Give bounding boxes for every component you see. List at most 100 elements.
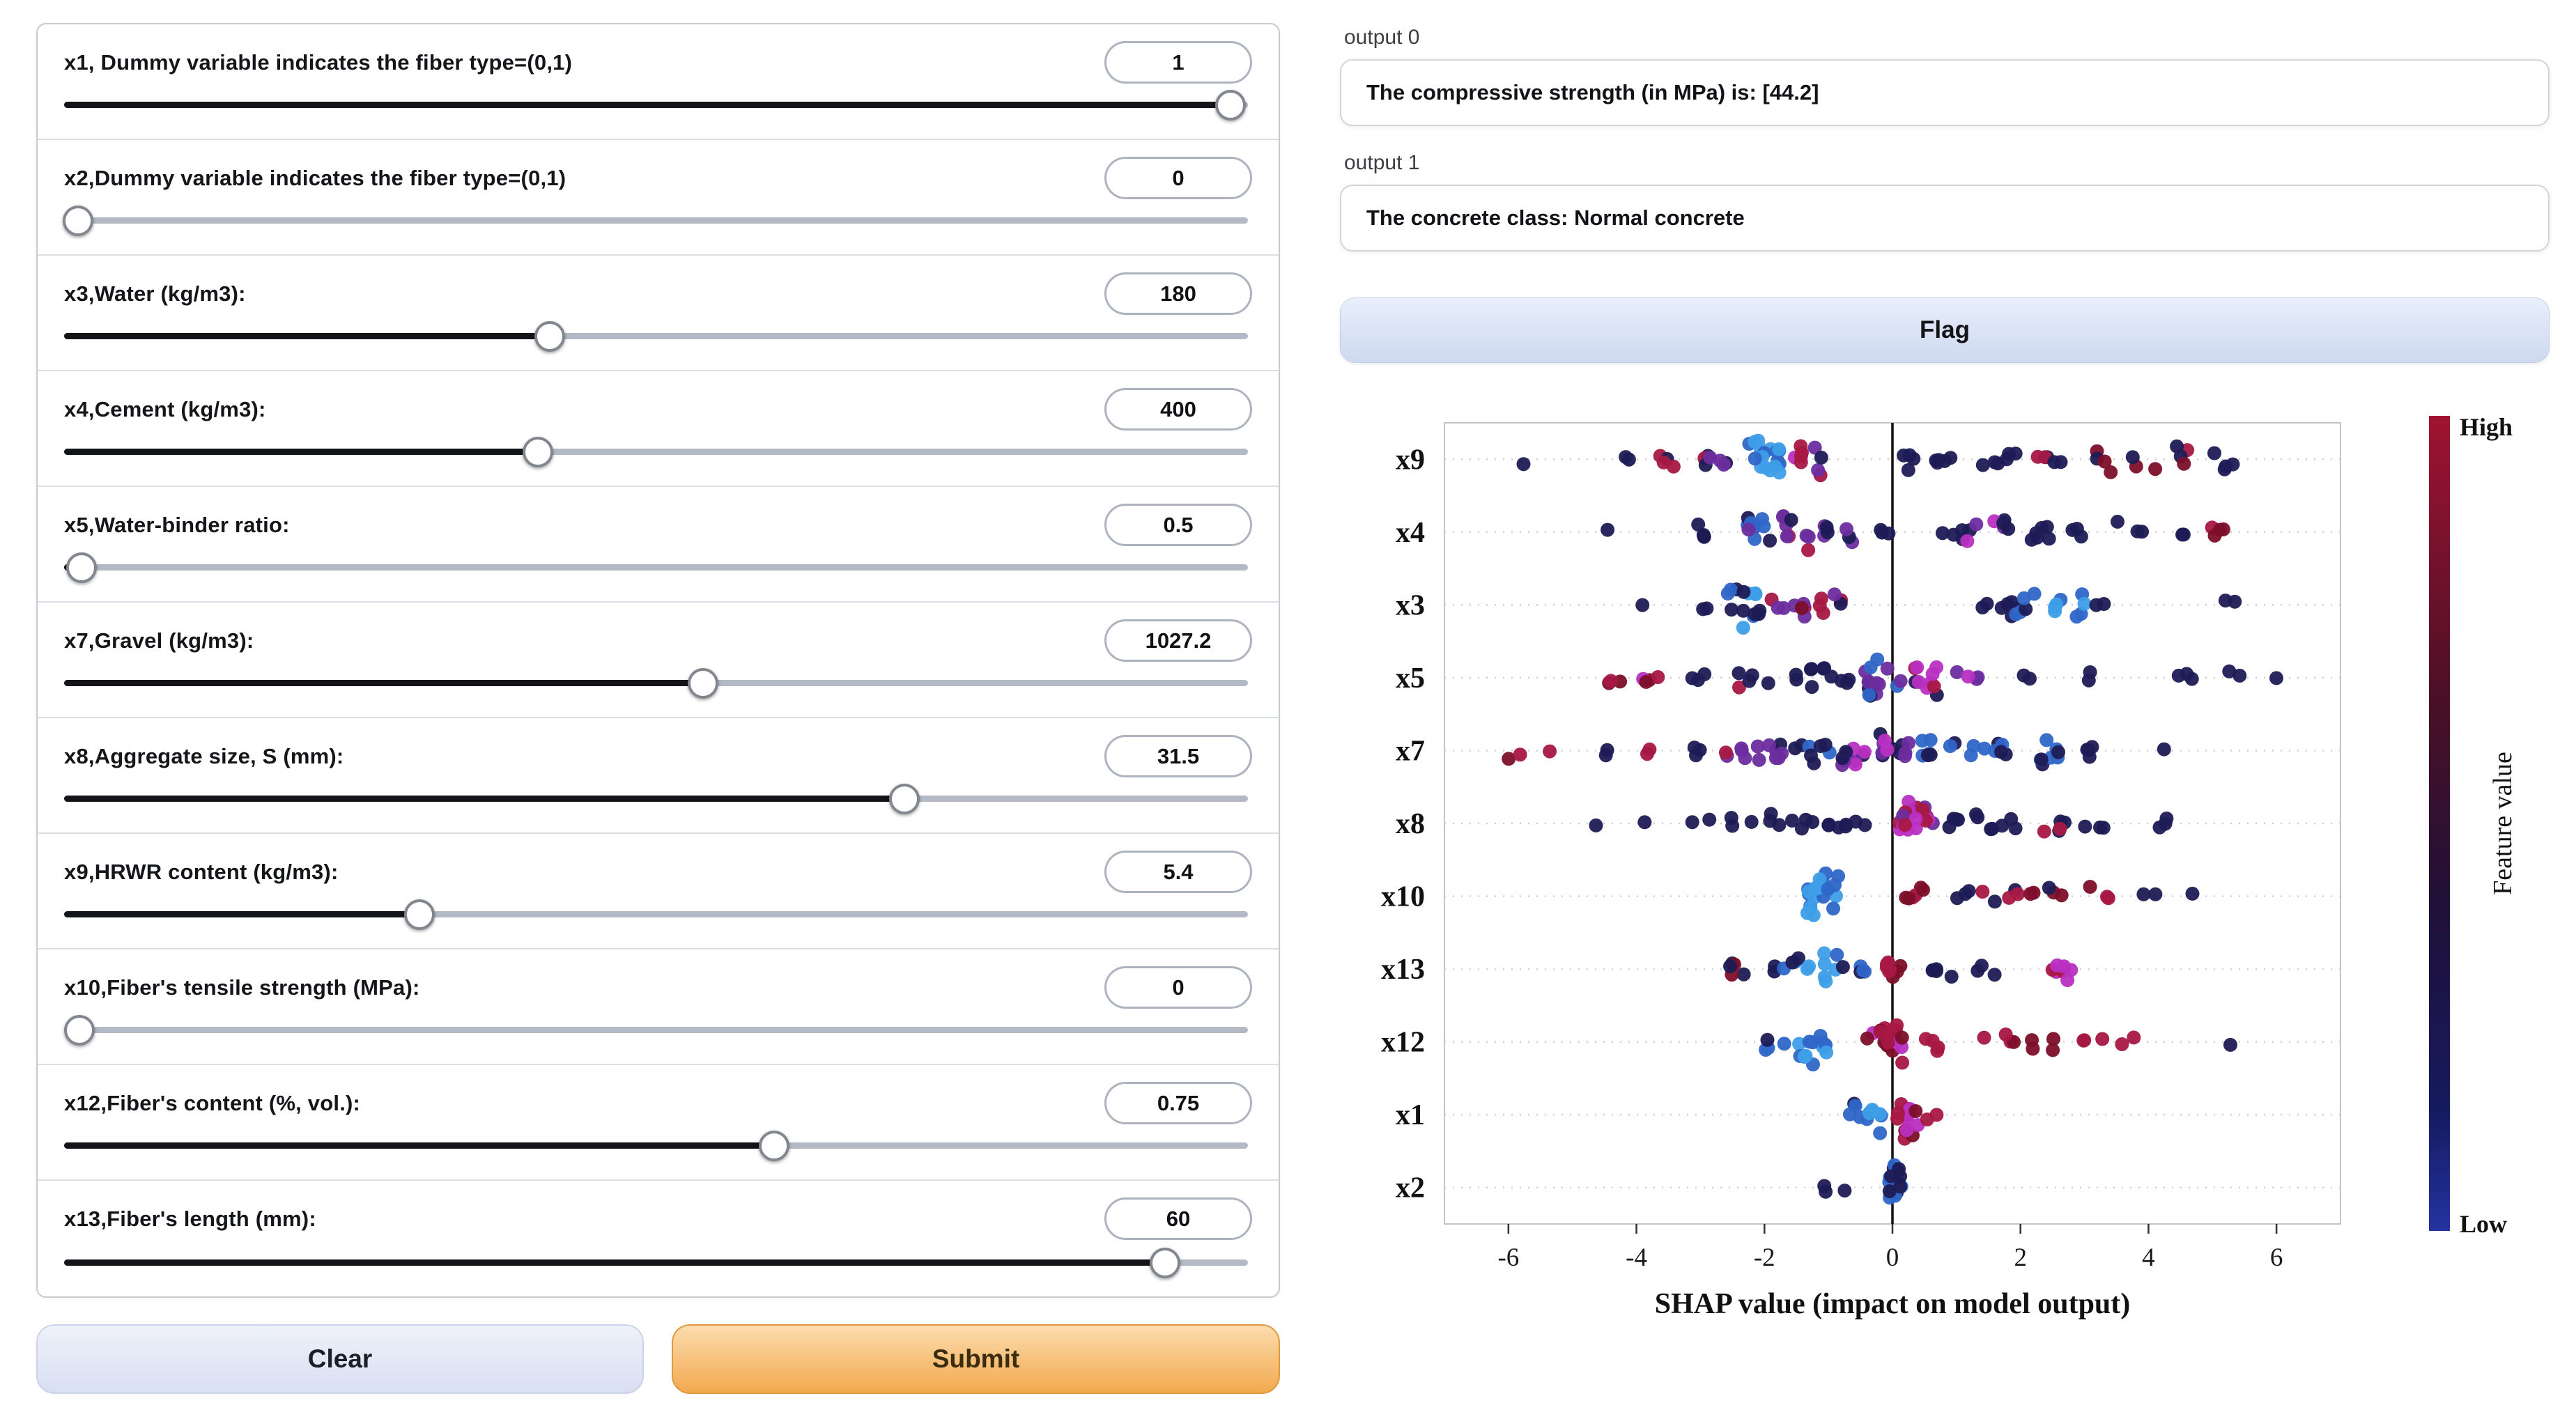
xtick-label: 4: [2142, 1243, 2155, 1272]
slider-thumb[interactable]: [1150, 1247, 1181, 1278]
slider-thumb[interactable]: [522, 436, 553, 467]
slider-thumb[interactable]: [534, 320, 565, 352]
output0-label: output 0: [1344, 26, 1420, 49]
slider-thumb[interactable]: [66, 552, 98, 583]
slider-value-input[interactable]: 1027.2: [1104, 619, 1252, 662]
slider-track[interactable]: [64, 667, 1248, 699]
submit-button[interactable]: Submit: [672, 1324, 1280, 1394]
slider-label: x5,Water-binder ratio:: [64, 512, 290, 537]
xtick-label: -2: [1754, 1243, 1775, 1272]
slider-row-1: x1, Dummy variable indicates the fiber t…: [38, 24, 1279, 140]
ytick-x7: x7: [1396, 735, 1425, 767]
slider-track[interactable]: [64, 320, 1248, 352]
slider-track[interactable]: [64, 1014, 1248, 1046]
slider-fill: [64, 911, 419, 917]
output1-text: The concrete class: Normal concrete: [1366, 206, 1745, 230]
slider-fill: [64, 680, 704, 686]
xtick-label: 6: [2270, 1243, 2283, 1272]
slider-fill: [64, 449, 538, 455]
slider-value-input[interactable]: 0: [1104, 966, 1252, 1009]
slider-track[interactable]: [64, 783, 1248, 814]
slider-value-input[interactable]: 5.4: [1104, 851, 1252, 893]
slider-fill: [64, 796, 905, 802]
slider-value-input[interactable]: 1: [1104, 41, 1252, 84]
output1-label: output 1: [1344, 151, 1420, 174]
slider-track[interactable]: [63, 205, 1248, 236]
slider-value-input[interactable]: 180: [1104, 272, 1252, 315]
slider-thumb[interactable]: [64, 1014, 95, 1046]
slider-fill: [64, 333, 550, 339]
output0-textbox[interactable]: The compressive strength (in MPa) is: [4…: [1340, 59, 2550, 126]
slider-fill: [64, 1259, 1166, 1266]
ytick-x13: x13: [1381, 954, 1425, 986]
slider-thumb[interactable]: [759, 1130, 790, 1161]
xtick-label: -6: [1497, 1243, 1519, 1272]
output0-text: The compressive strength (in MPa) is: [4…: [1366, 80, 1819, 104]
slider-label: x1, Dummy variable indicates the fiber t…: [64, 49, 573, 75]
beeswarm-points: [1502, 433, 2283, 1205]
slider-row-2: x2,Dummy variable indicates the fiber ty…: [38, 140, 1279, 256]
slider-list: x1, Dummy variable indicates the fiber t…: [38, 24, 1279, 1296]
clear-button[interactable]: Clear: [36, 1324, 644, 1394]
ytick-x3: x3: [1396, 589, 1425, 621]
ytick-x4: x4: [1396, 517, 1425, 549]
slider-value-input[interactable]: 0: [1104, 157, 1252, 199]
slider-value-input[interactable]: 60: [1104, 1197, 1252, 1240]
output1-textbox[interactable]: The concrete class: Normal concrete: [1340, 185, 2550, 251]
slider-thumb[interactable]: [688, 667, 719, 699]
ytick-x9: x9: [1396, 444, 1425, 476]
slider-row-7: x8,Aggregate size, S (mm): 31.5: [38, 718, 1279, 834]
slider-row-5: x5,Water-binder ratio: 0.5: [38, 487, 1279, 603]
slider-track[interactable]: [64, 899, 1248, 930]
ytick-x2: x2: [1396, 1172, 1425, 1204]
colorbar-low-label: Low: [2460, 1210, 2507, 1238]
colorbar-title: Feature value: [2488, 752, 2517, 895]
slider-track[interactable]: [64, 552, 1248, 583]
ytick-x12: x12: [1381, 1027, 1425, 1059]
slider-label: x3,Water (kg/m3):: [64, 281, 246, 306]
shap-summary-plot: x9 x4 x3 x5 x7 x8 x10 x13 x12 x1 x2 -6 -4 -2 0 2 4 6 SHAP …: [1340, 402, 2550, 1335]
slider-value-input[interactable]: 400: [1104, 388, 1252, 431]
slider-label: x2,Dummy variable indicates the fiber ty…: [64, 165, 566, 190]
slider-track[interactable]: [64, 1130, 1248, 1161]
slider-value-input[interactable]: 31.5: [1104, 735, 1252, 777]
slider-fill: [64, 1142, 775, 1149]
slider-value-input[interactable]: 0.75: [1104, 1082, 1252, 1124]
slider-row-4: x4,Cement (kg/m3): 400: [38, 371, 1279, 487]
slider-track[interactable]: [64, 89, 1248, 121]
input-column: x1, Dummy variable indicates the fiber t…: [36, 23, 1280, 1419]
slider-row-11: x13,Fiber's length (mm): 60: [38, 1181, 1279, 1296]
xtick-label: 2: [2014, 1243, 2027, 1272]
slider-label: x9,HRWR content (kg/m3):: [64, 859, 339, 884]
slider-label: x13,Fiber's length (mm):: [64, 1206, 316, 1231]
output-column: output 0 The compressive strength (in MP…: [1340, 23, 2550, 1419]
slider-panel: x1, Dummy variable indicates the fiber t…: [36, 23, 1280, 1298]
slider-thumb[interactable]: [1214, 89, 1246, 121]
slider-value-input[interactable]: 0.5: [1104, 504, 1252, 546]
slider-label: x7,Gravel (kg/m3):: [64, 628, 254, 653]
slider-row-8: x9,HRWR content (kg/m3): 5.4: [38, 834, 1279, 949]
ytick-x10: x10: [1381, 881, 1425, 913]
slider-thumb[interactable]: [403, 899, 435, 930]
ytick-x1: x1: [1396, 1099, 1425, 1131]
slider-label: x10,Fiber's tensile strength (MPa):: [64, 975, 420, 1000]
x-axis-label: SHAP value (impact on model output): [1655, 1288, 2131, 1320]
slider-fill: [64, 102, 1231, 108]
slider-row-9: x10,Fiber's tensile strength (MPa): 0: [38, 949, 1279, 1065]
slider-thumb[interactable]: [63, 205, 94, 236]
slider-thumb[interactable]: [889, 783, 920, 814]
slider-label: x4,Cement (kg/m3):: [64, 396, 266, 421]
slider-track[interactable]: [64, 1247, 1248, 1278]
slider-row-10: x12,Fiber's content (%, vol.): 0.75: [38, 1065, 1279, 1181]
ytick-x5: x5: [1396, 662, 1425, 695]
colorbar-high-label: High: [2460, 413, 2513, 441]
xtick-label: 0: [1886, 1243, 1899, 1272]
flag-button[interactable]: Flag: [1340, 297, 2550, 363]
xtick-label: -4: [1626, 1243, 1647, 1272]
slider-track[interactable]: [64, 436, 1248, 467]
slider-label: x12,Fiber's content (%, vol.):: [64, 1090, 361, 1115]
action-buttons: Clear Submit: [36, 1324, 1280, 1394]
ytick-x8: x8: [1396, 808, 1425, 840]
slider-row-6: x7,Gravel (kg/m3): 1027.2: [38, 603, 1279, 718]
